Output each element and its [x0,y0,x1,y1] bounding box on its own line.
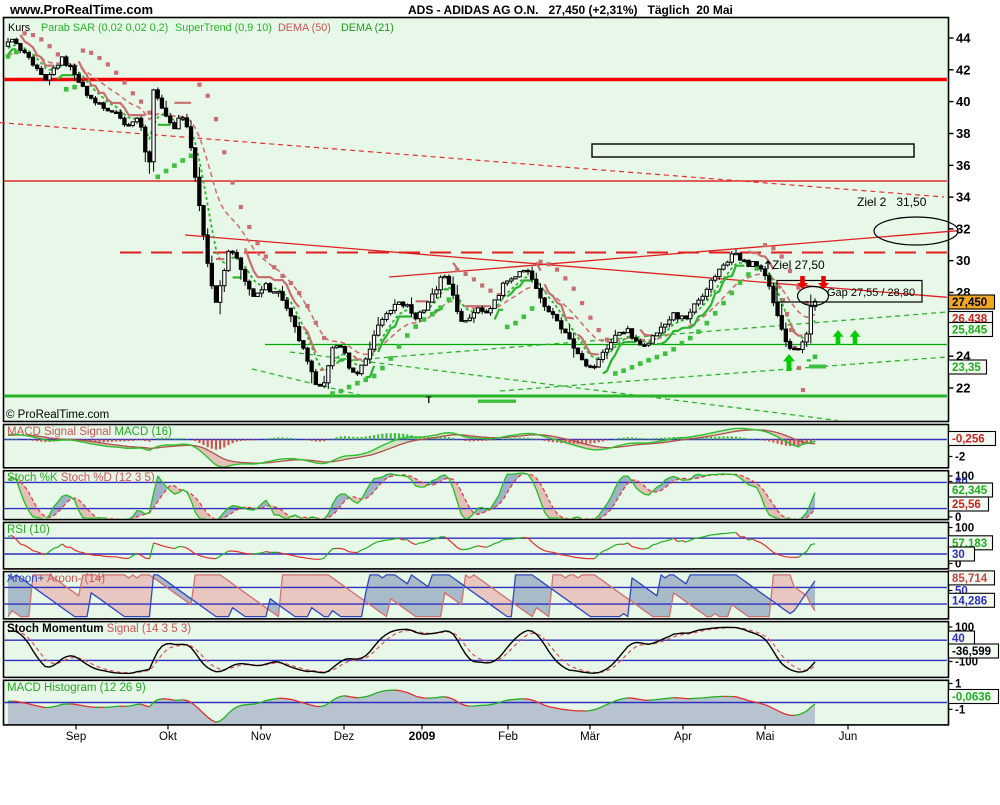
svg-text:25,56: 25,56 [952,499,981,511]
svg-text:DEMA (50): DEMA (50) [278,22,331,34]
svg-text:-0,0636: -0,0636 [952,692,991,704]
svg-text:Sep: Sep [66,731,86,743]
svg-text:Mai: Mai [756,731,775,743]
svg-text:www.ProRealTime.com: www.ProRealTime.com [9,2,153,17]
svg-text:-0,256: -0,256 [952,434,985,446]
svg-text:RSI (10): RSI (10) [7,524,50,536]
svg-text:38: 38 [956,126,970,141]
svg-text:30: 30 [956,253,970,268]
svg-text:22: 22 [956,381,970,396]
svg-text:2009: 2009 [409,729,436,743]
svg-text:32: 32 [956,221,970,236]
svg-text:© ProRealTime.com: © ProRealTime.com [6,409,109,421]
svg-text:23,35: 23,35 [952,362,981,374]
svg-text:Nov: Nov [251,731,272,743]
svg-text:Mär: Mär [580,731,600,743]
svg-text:62,345: 62,345 [952,485,988,497]
svg-text:MACD Signal Signal MACD (16): MACD Signal Signal MACD (16) [7,426,172,438]
svg-text:36: 36 [956,158,970,173]
svg-text:30: 30 [952,549,965,561]
svg-text:Ziel 27,50: Ziel 27,50 [772,258,825,272]
svg-text:34: 34 [956,190,971,205]
svg-text:-1: -1 [955,704,966,716]
svg-text:40: 40 [952,633,965,645]
svg-text:Ziel 2 31,50: Ziel 2 31,50 [857,195,927,209]
svg-text:Stoch Momentum Signal (14 3 5: Stoch Momentum Signal (14 3 5 3) [7,623,191,635]
svg-text:MACD Histogram (12 26 9): MACD Histogram (12 26 9) [7,682,146,694]
svg-text:Stoch %K Stoch %D (12 3 5): Stoch %K Stoch %D (12 3 5) [7,472,155,484]
svg-text:Apr: Apr [674,731,692,743]
svg-text:-36,599: -36,599 [952,646,991,658]
svg-text:Jun: Jun [839,731,858,743]
svg-text:42: 42 [956,62,970,77]
svg-text:Dez: Dez [334,731,355,743]
svg-text:T: T [426,395,432,405]
svg-text:Parab SAR (0,02 0,02 0,2): Parab SAR (0,02 0,02 0,2) [41,22,168,34]
svg-text:ADS - ADIDAS AG O.N. 27,450: ADS - ADIDAS AG O.N. 27,450 (+2,31%) Täg… [408,3,733,17]
svg-text:Aroon+ Aroon- (14): Aroon+ Aroon- (14) [7,573,105,585]
svg-text:Gap 27,55 / 28,80: Gap 27,55 / 28,80 [827,287,915,299]
svg-text:-2: -2 [955,452,965,464]
svg-text:SuperTrend (0,9 10): SuperTrend (0,9 10) [175,22,272,34]
svg-text:Okt: Okt [159,731,178,743]
svg-text:85,714: 85,714 [952,573,988,585]
svg-text:40: 40 [956,94,970,109]
svg-text:Kurs: Kurs [8,22,31,34]
svg-text:Feb: Feb [498,731,518,743]
svg-text:27,450: 27,450 [952,297,987,309]
svg-text:1: 1 [955,679,962,691]
svg-text:DEMA (21): DEMA (21) [341,22,394,34]
svg-text:100: 100 [955,523,974,535]
svg-text:25,845: 25,845 [952,325,988,337]
svg-text:44: 44 [956,31,971,46]
svg-text:14,286: 14,286 [952,595,987,607]
